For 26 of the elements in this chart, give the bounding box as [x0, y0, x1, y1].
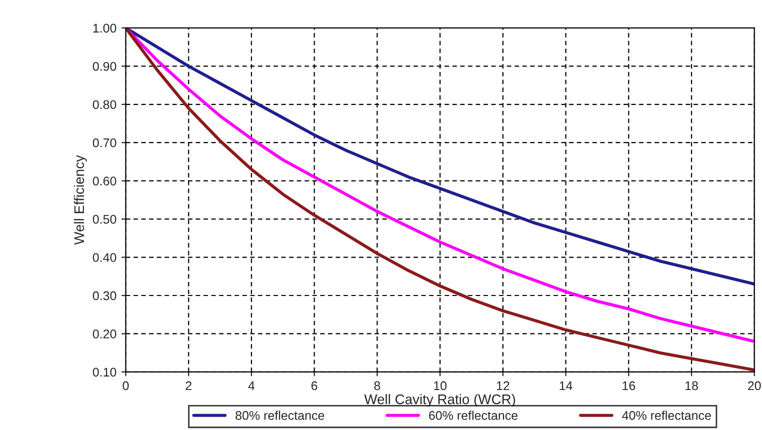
legend-label: 60% reflectance [429, 410, 518, 420]
y-tick-label: 0.40 [92, 253, 116, 262]
y-tick-label: 0.50 [92, 214, 116, 224]
x-tick-label: 10 [434, 381, 447, 390]
x-tick-label: 16 [622, 381, 636, 390]
y-tick-label: 0.90 [92, 62, 116, 71]
y-axis-title: Well Efficiency [74, 155, 87, 245]
x-tick-label: 0 [122, 381, 129, 390]
y-tick-label: 0.70 [92, 138, 116, 148]
x-tick-label: 12 [496, 381, 510, 390]
legend-label: 80% reflectance [236, 410, 324, 420]
legend-label: 40% reflectance [622, 410, 711, 420]
y-tick-label: 0.10 [92, 368, 116, 377]
x-tick-label: 14 [560, 381, 572, 390]
x-tick-label: 4 [248, 381, 255, 390]
y-tick-label: 0.80 [92, 100, 116, 110]
y-tick-label: 0.30 [92, 291, 116, 300]
y-tick-label: 0.60 [92, 176, 116, 186]
x-tick-label: 2 [186, 381, 192, 390]
y-tick-label: 0.20 [92, 330, 116, 338]
x-tick-label: 6 [311, 381, 318, 390]
x-tick-label: 20 [748, 381, 761, 390]
x-axis-title: Well Cavity Ratio (WCR) [364, 394, 516, 407]
x-tick-label: 18 [686, 381, 698, 390]
x-tick-label: 8 [374, 381, 380, 390]
y-tick-label: 1.00 [93, 24, 116, 33]
